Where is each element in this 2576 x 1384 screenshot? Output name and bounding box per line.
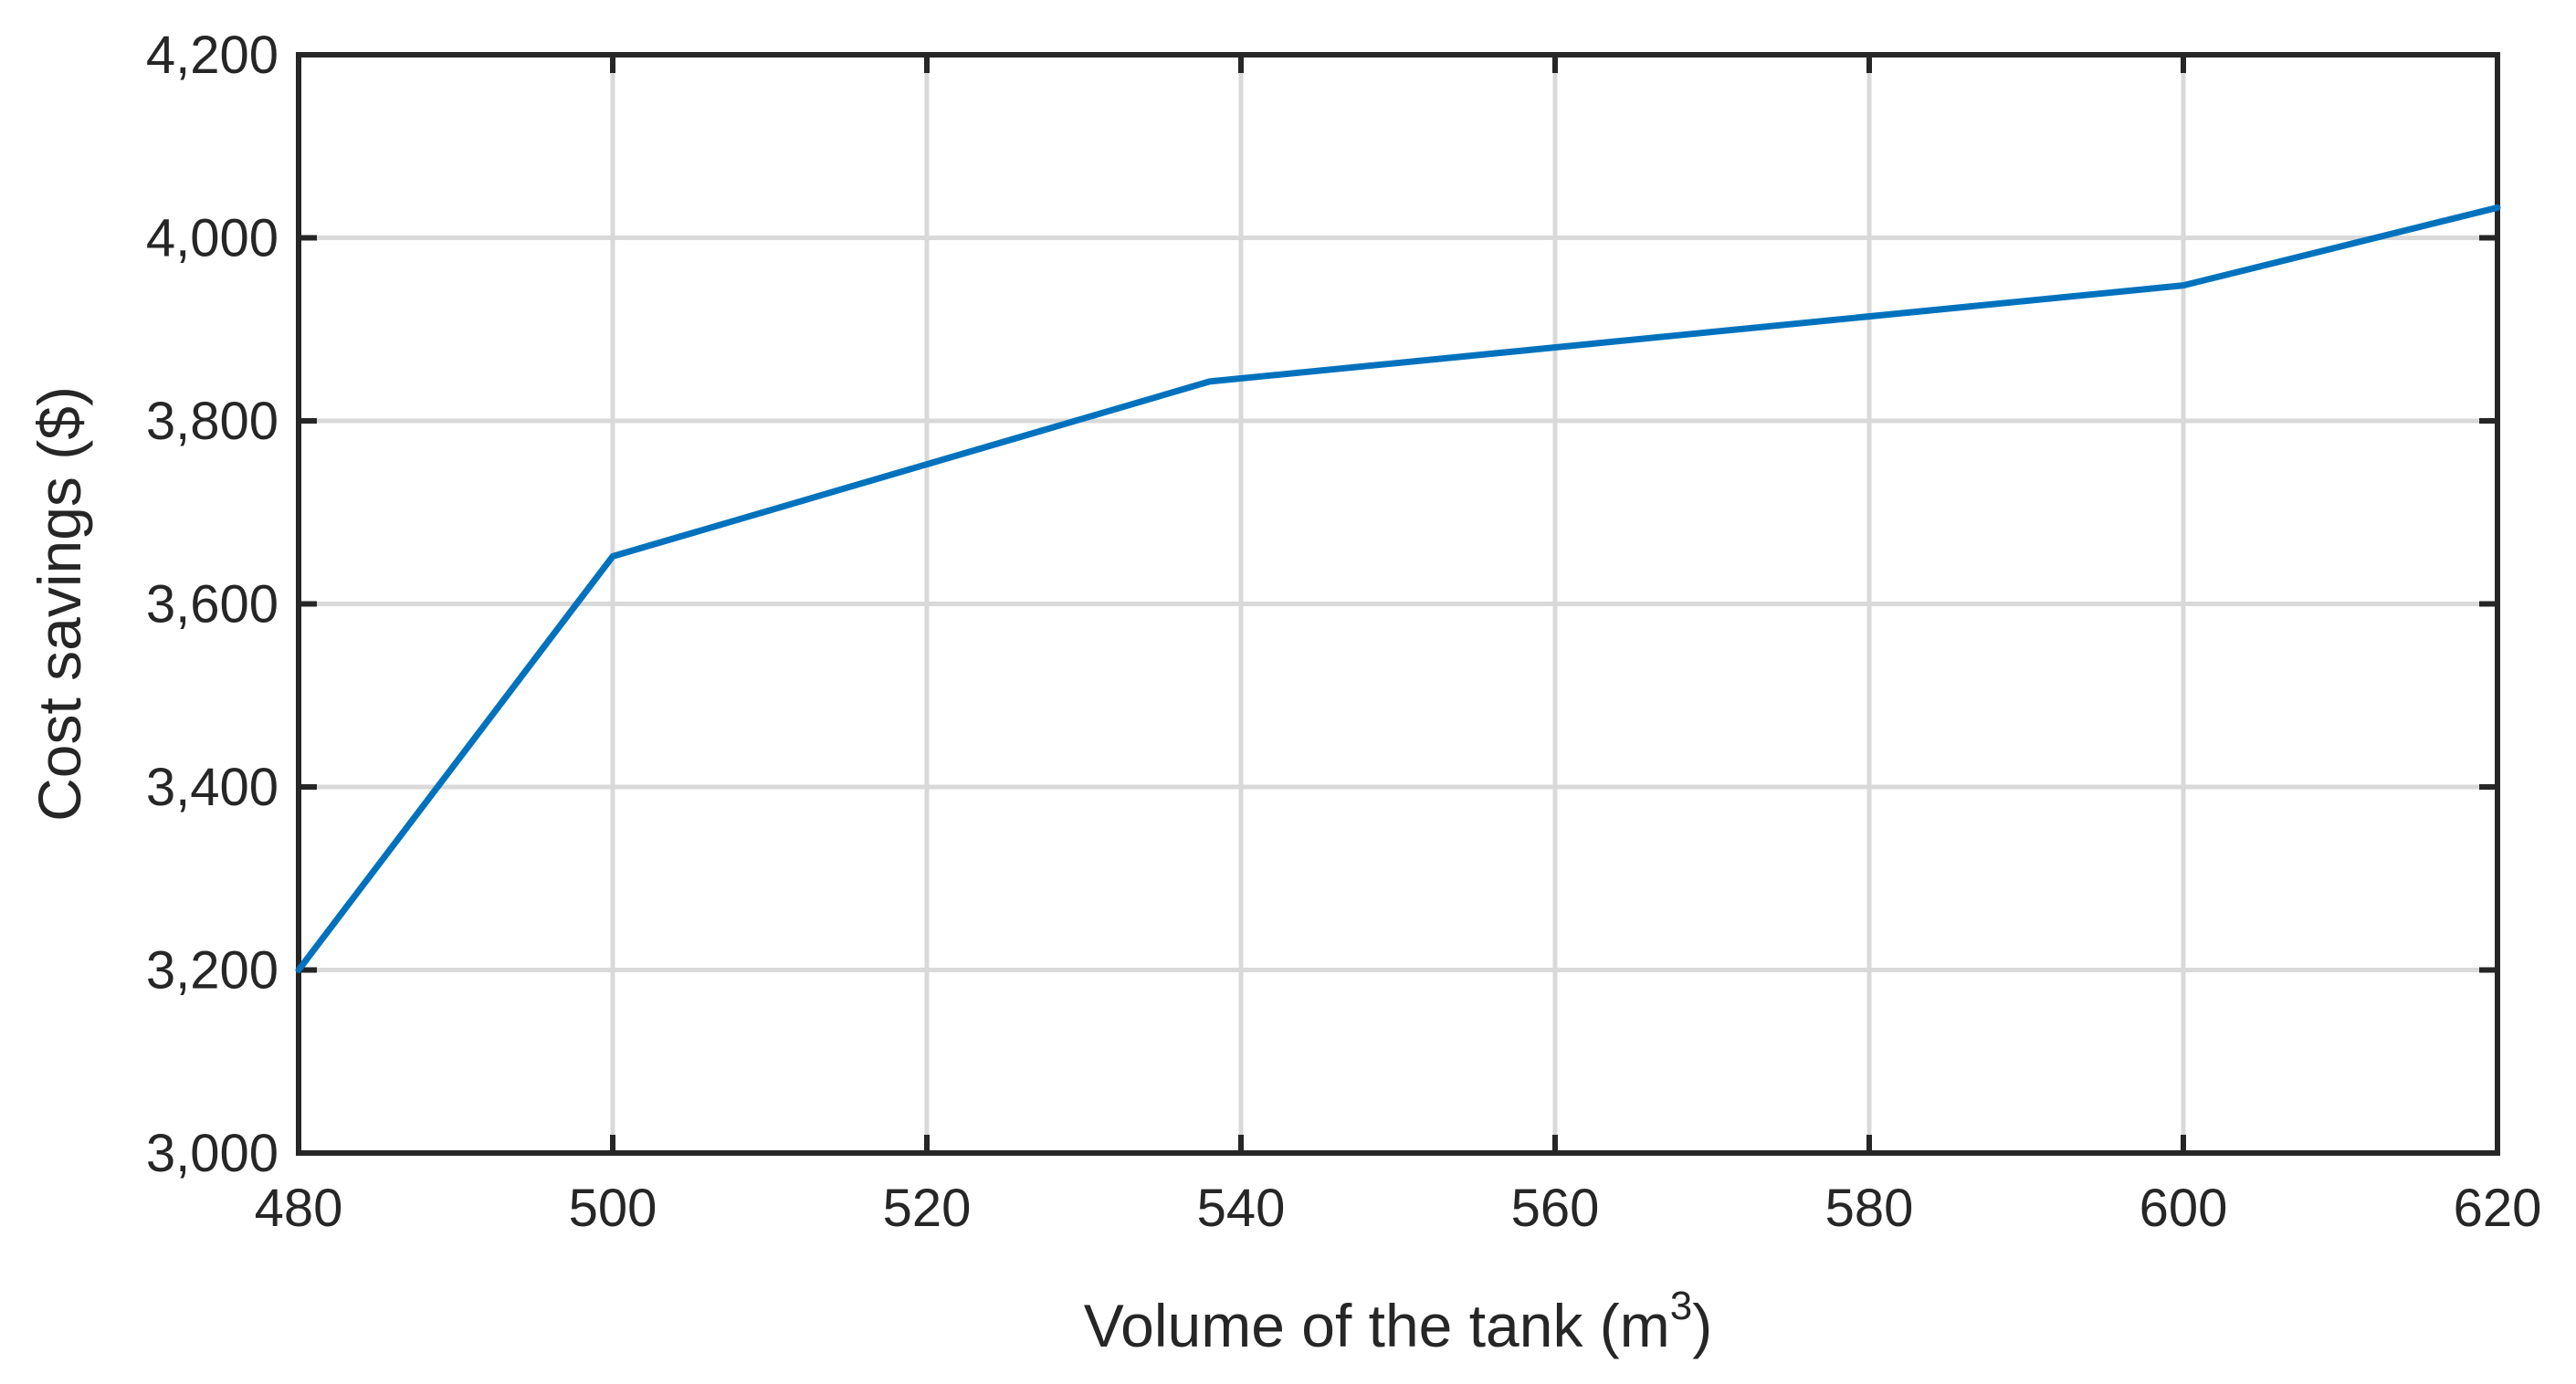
- axis-ticks: [296, 52, 2500, 1156]
- x-tick-label: 500: [569, 1179, 657, 1238]
- x-tick-label: 560: [1511, 1179, 1600, 1238]
- y-tick-label: 3,800: [146, 392, 279, 451]
- x-tick-label: 620: [2454, 1179, 2542, 1238]
- series-layer: [295, 204, 2501, 973]
- x-tick-label: 540: [1197, 1179, 1286, 1238]
- y-axis-label: Cost savings ($): [26, 386, 93, 822]
- x-axis-label-superscript: 3: [1670, 1284, 1692, 1328]
- y-tick-labels: 3,000 3,200 3,400 3,600 3,800 4,000 4,200: [146, 26, 279, 1183]
- x-axis-label-main: Volume of the tank (m: [1084, 1292, 1670, 1359]
- series-line: [295, 204, 2501, 973]
- y-tick-label: 4,000: [146, 209, 279, 268]
- y-tick-label: 3,000: [146, 1124, 279, 1183]
- x-tick-label: 480: [255, 1179, 343, 1238]
- x-tick-label: 520: [883, 1179, 972, 1238]
- x-tick-label: 580: [1825, 1179, 1914, 1238]
- x-axis-label: Volume of the tank (m3): [1084, 1284, 1712, 1359]
- y-tick-label: 3,200: [146, 941, 279, 1001]
- x-tick-labels: 480 500 520 540 560 580 600 620: [255, 1179, 2542, 1238]
- y-tick-label: 3,400: [146, 758, 279, 817]
- y-tick-label: 4,200: [146, 26, 279, 85]
- x-tick-label: 600: [2140, 1179, 2228, 1238]
- x-axis-label-suffix: ): [1692, 1292, 1712, 1359]
- grid-lines: [299, 55, 2497, 1153]
- y-tick-label: 3,600: [146, 575, 279, 634]
